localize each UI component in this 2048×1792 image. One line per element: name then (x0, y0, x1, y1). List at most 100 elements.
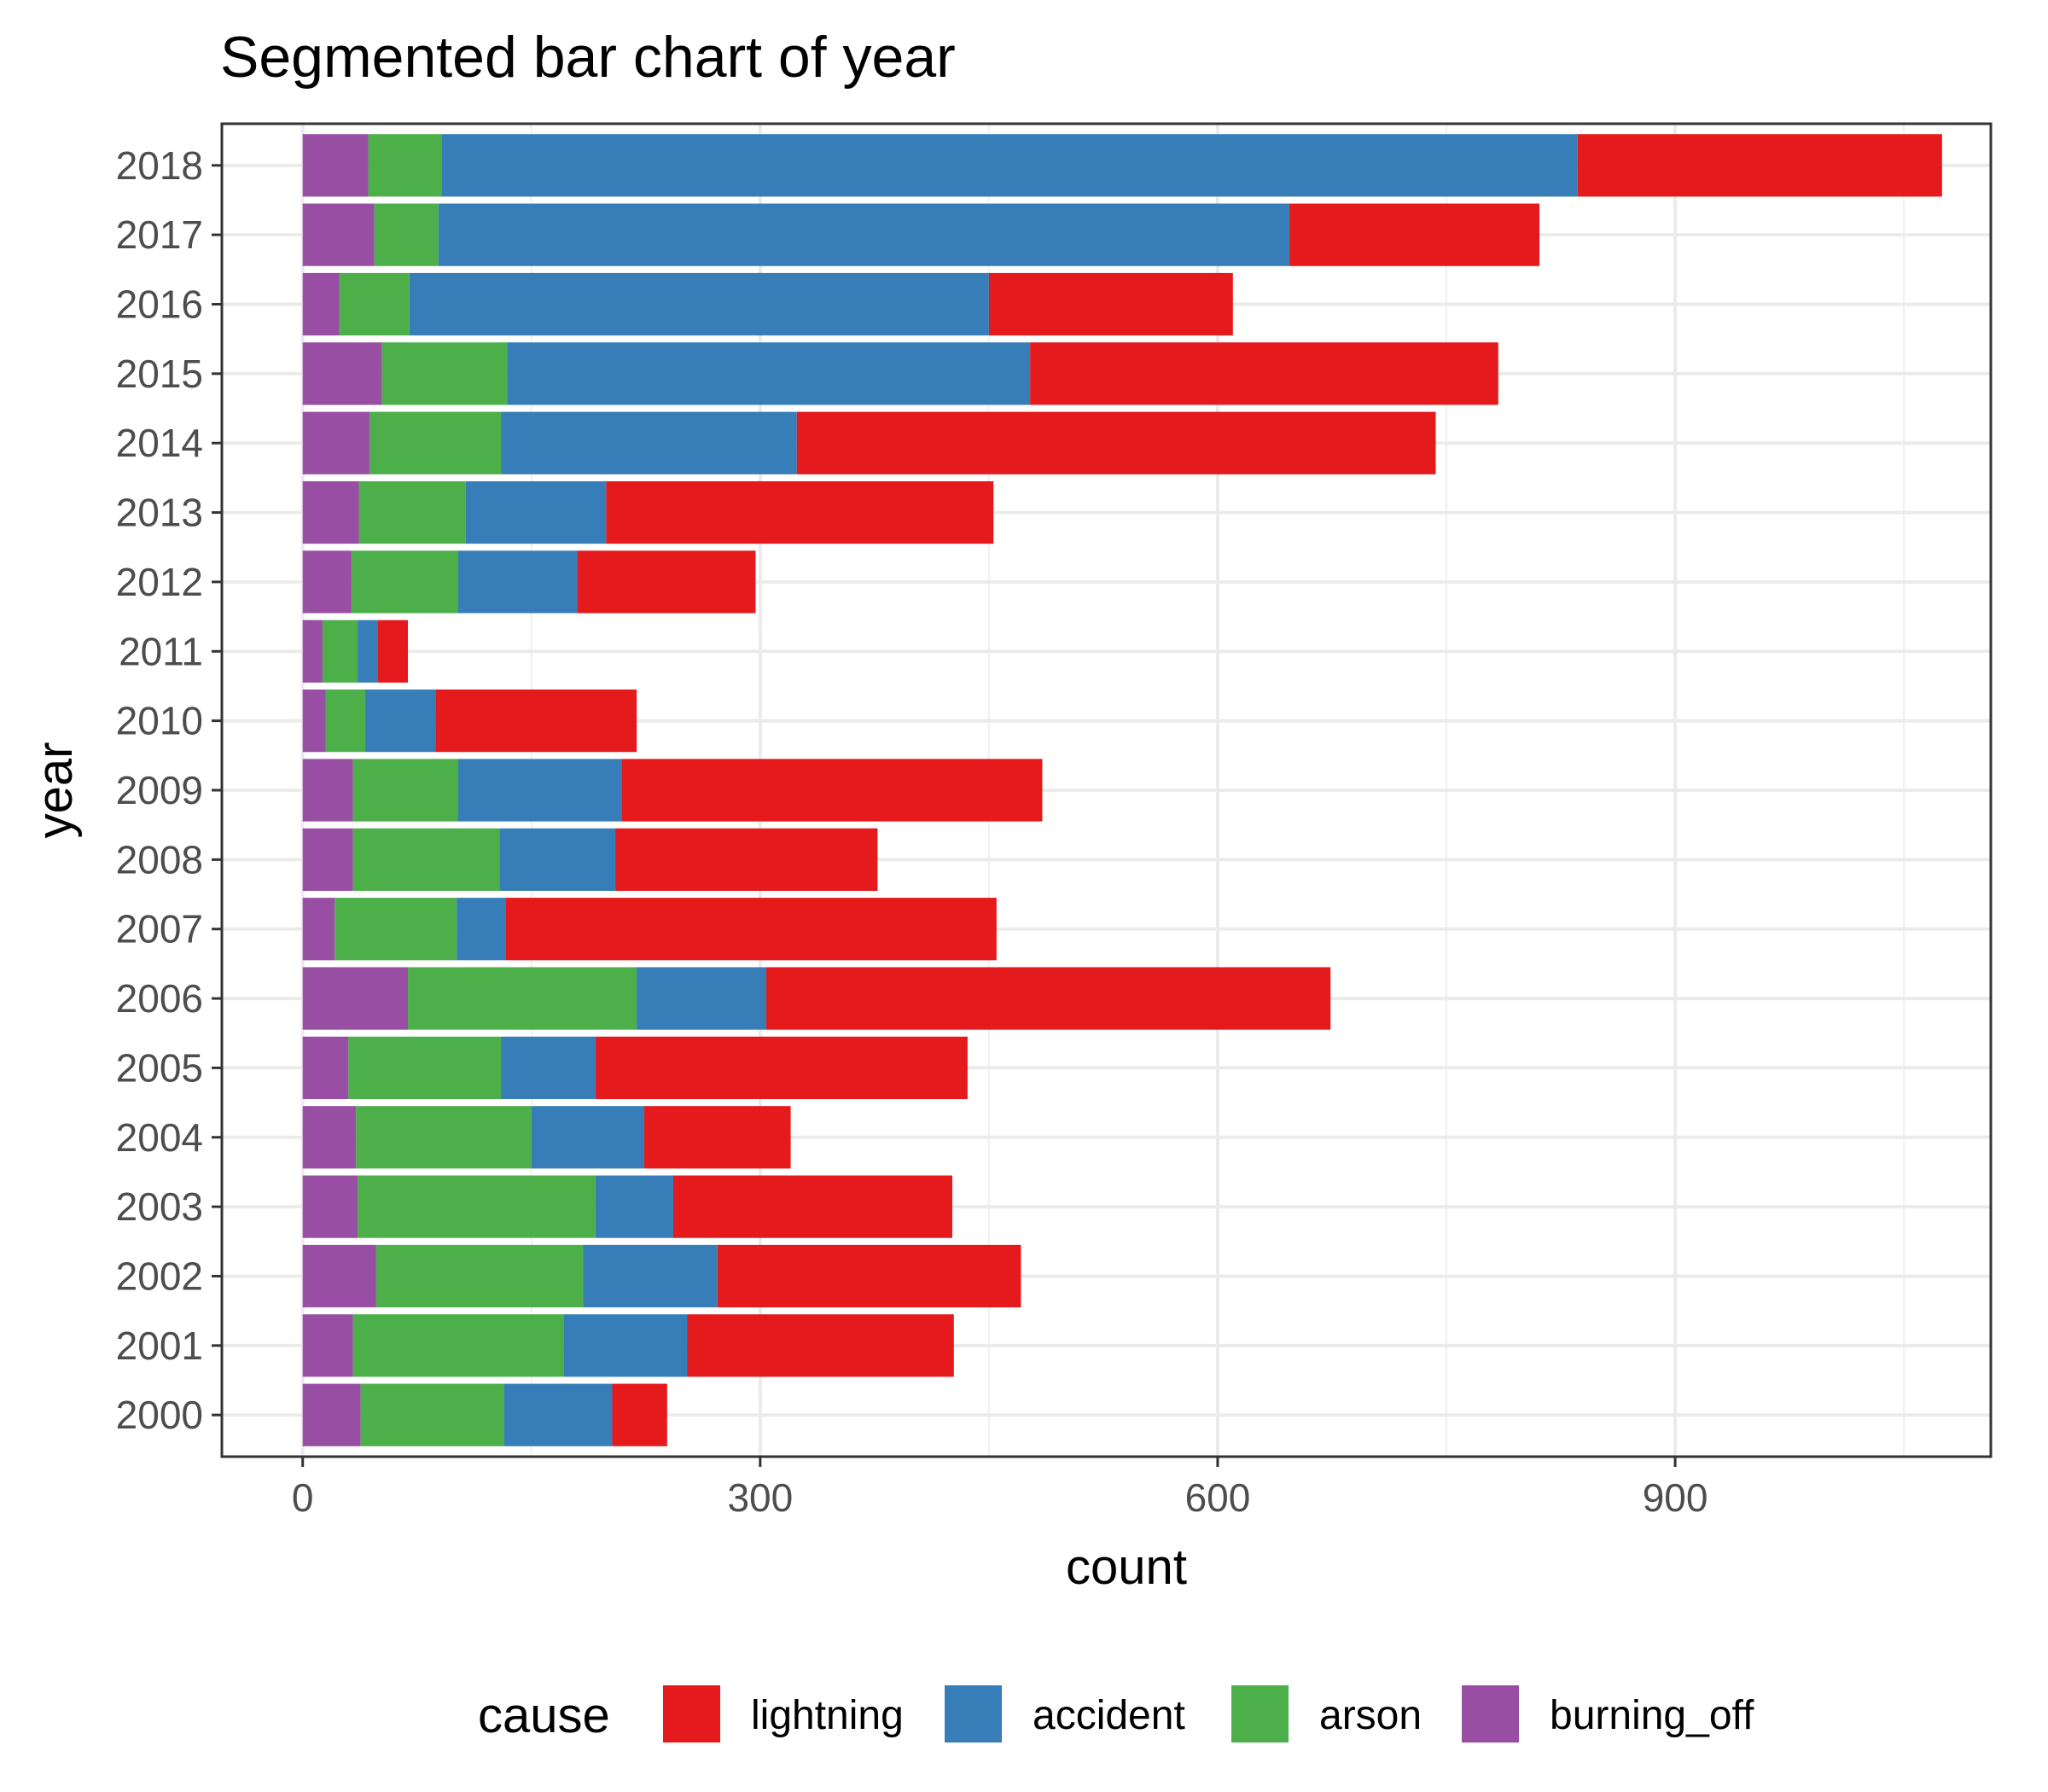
bar-accident-2005 (501, 1036, 596, 1100)
bar-burning_off-2018 (302, 134, 369, 197)
bar-arson-2004 (356, 1106, 532, 1169)
bar-lightning-2000 (612, 1383, 667, 1446)
bar-lightning-2006 (765, 967, 1331, 1030)
x-axis-title: count (1066, 1539, 1187, 1595)
bar-accident-2012 (457, 550, 578, 614)
bar-lightning-2004 (644, 1106, 791, 1169)
y-tick-label: 2007 (116, 907, 203, 951)
y-tick-label: 2015 (116, 352, 203, 396)
bar-arson-2016 (339, 272, 410, 336)
bar-burning_off-2012 (302, 550, 352, 614)
legend-key-accident (945, 1685, 1002, 1743)
bar-arson-2018 (368, 134, 442, 197)
bar-arson-2015 (381, 342, 508, 405)
bar-lightning-2010 (435, 689, 637, 753)
bar-arson-2008 (352, 828, 500, 891)
bar-accident-2003 (595, 1175, 673, 1238)
bar-lightning-2013 (606, 480, 994, 544)
y-tick-label: 2008 (116, 837, 203, 881)
bar-arson-2003 (358, 1175, 596, 1238)
bar-lightning-2001 (687, 1314, 954, 1377)
bar-arson-2007 (335, 898, 457, 961)
bar-accident-2017 (438, 203, 1289, 266)
legend-key-burning_off (1462, 1685, 1519, 1743)
bar-accident-2009 (457, 759, 622, 822)
bar-burning_off-2001 (302, 1314, 353, 1377)
bar-arson-2000 (360, 1383, 504, 1446)
y-tick-label: 2018 (116, 143, 203, 188)
y-tick-label: 2016 (116, 282, 203, 327)
y-tick-label: 2003 (116, 1184, 203, 1229)
y-tick-label: 2014 (116, 421, 203, 465)
bar-burning_off-2004 (302, 1106, 357, 1169)
bar-lightning-2008 (615, 828, 878, 891)
legend-label-arson: arson (1319, 1693, 1422, 1738)
bar-burning_off-2016 (302, 272, 340, 336)
bar-accident-2015 (507, 342, 1031, 405)
y-tick-label: 2011 (119, 629, 203, 673)
bar-lightning-2015 (1030, 342, 1498, 405)
y-tick-label: 2013 (116, 491, 203, 535)
legend-key-arson (1231, 1685, 1289, 1743)
bar-burning_off-2007 (302, 898, 335, 961)
bar-lightning-2017 (1289, 203, 1540, 266)
bar-arson-2017 (374, 203, 439, 266)
bar-lightning-2012 (577, 550, 756, 614)
bar-burning_off-2000 (302, 1383, 361, 1446)
bar-lightning-2007 (505, 898, 997, 961)
bar-arson-2013 (358, 480, 466, 544)
y-tick-label: 2009 (116, 768, 203, 812)
bar-lightning-2014 (796, 411, 1436, 474)
bar-accident-2014 (501, 411, 797, 474)
bar-arson-2005 (348, 1036, 502, 1100)
bar-lightning-2002 (717, 1244, 1021, 1308)
legend: cause lightning accident arson burning_off (478, 1685, 1754, 1743)
bar-accident-2001 (563, 1314, 688, 1377)
bar-burning_off-2010 (302, 689, 326, 753)
bars-layer (302, 134, 1942, 1446)
bar-accident-2013 (465, 480, 607, 544)
bar-arson-2002 (375, 1244, 584, 1308)
bar-arson-2006 (408, 967, 637, 1030)
bar-accident-2016 (409, 272, 989, 336)
legend-label-burning_off: burning_off (1550, 1693, 1754, 1738)
bar-lightning-2003 (672, 1175, 953, 1238)
bar-arson-2012 (351, 550, 458, 614)
bar-burning_off-2015 (302, 342, 382, 405)
y-tick-label: 2012 (116, 560, 203, 604)
bar-accident-2010 (364, 689, 436, 753)
legend-label-accident: accident (1033, 1693, 1185, 1738)
bar-lightning-2011 (377, 620, 409, 683)
y-tick-label: 2001 (116, 1324, 203, 1368)
x-tick-label: 0 (292, 1475, 314, 1520)
y-tick-label: 2005 (116, 1045, 203, 1090)
legend-key-lightning (663, 1685, 720, 1743)
x-tick-label: 900 (1643, 1475, 1708, 1520)
bar-accident-2011 (358, 620, 378, 683)
bar-burning_off-2017 (302, 203, 375, 266)
bar-burning_off-2009 (302, 759, 353, 822)
y-tick-label: 2004 (116, 1115, 203, 1160)
bar-accident-2000 (503, 1383, 613, 1446)
y-tick-label: 2017 (116, 212, 203, 257)
y-tick-label: 2010 (116, 699, 203, 743)
legend-label-lightning: lightning (751, 1693, 904, 1738)
legend-title: cause (478, 1688, 610, 1743)
bar-lightning-2016 (988, 272, 1233, 336)
bar-arson-2010 (325, 689, 365, 753)
bar-burning_off-2013 (302, 480, 359, 544)
bar-arson-2014 (369, 411, 502, 474)
bar-accident-2007 (457, 898, 506, 961)
bar-burning_off-2008 (302, 828, 353, 891)
bar-burning_off-2003 (302, 1175, 358, 1238)
y-tick-label: 2000 (116, 1393, 203, 1437)
bar-arson-2001 (352, 1314, 564, 1377)
bar-accident-2004 (531, 1106, 645, 1169)
bar-accident-2018 (441, 134, 1578, 197)
bar-arson-2011 (322, 620, 358, 683)
y-tick-label: 2006 (116, 976, 203, 1021)
bar-burning_off-2002 (302, 1244, 376, 1308)
bar-burning_off-2014 (302, 411, 370, 474)
